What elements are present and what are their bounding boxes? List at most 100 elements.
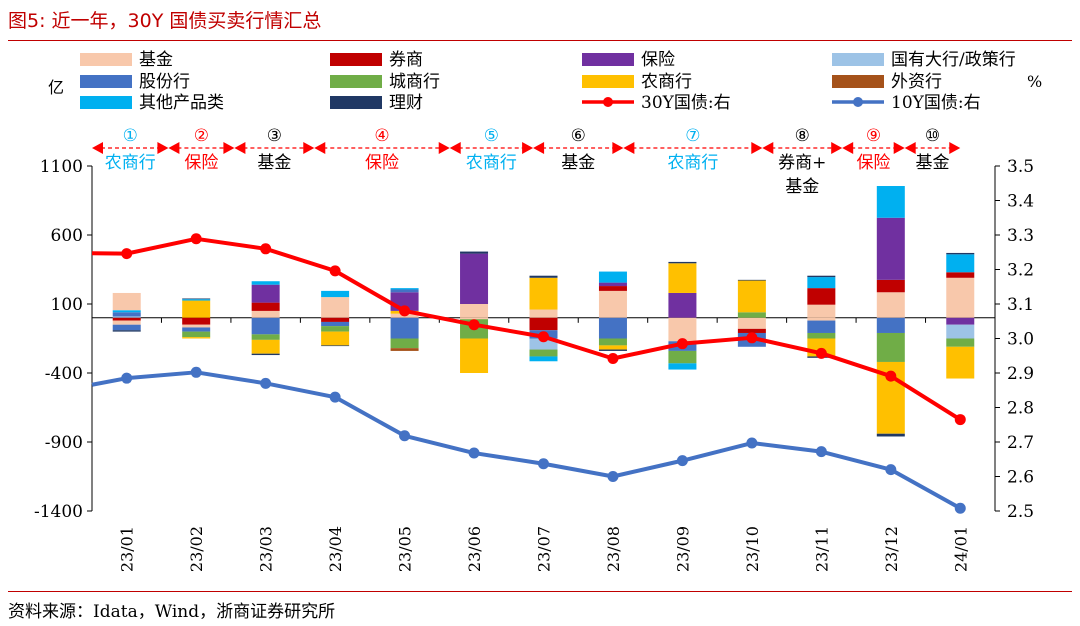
legend-swatch-jijin [80, 53, 132, 66]
period-arrowhead-left-8 [762, 142, 774, 154]
period-number-5: ⑤ [484, 126, 499, 146]
legend-marker-y30 [603, 97, 613, 107]
bar-segment-nongshang [598, 345, 627, 350]
bar-segment-quanshang [529, 317, 558, 331]
period-label-4: 保险 [365, 153, 399, 173]
bar-segment-jijin [876, 292, 905, 318]
legend-swatch-quanshang [330, 53, 382, 66]
bar-segment-gufen [251, 317, 280, 335]
x-tick-label: 23/03 [257, 526, 276, 572]
period-arrowhead-right-4 [438, 142, 450, 154]
left-tick-label: -400 [45, 364, 83, 384]
figure-title: 图5: 近一年，30Y 国债买卖行情汇总 [8, 10, 322, 32]
point-y10 [538, 458, 549, 470]
legend-swatch-licai [330, 96, 382, 109]
point-y30 [468, 319, 480, 331]
bar-segment-nongshang [668, 263, 697, 293]
x-tick-label: 24/01 [951, 526, 970, 572]
point-y30 [329, 265, 341, 277]
bar-segment-chengshang [946, 338, 975, 347]
bar-segment-chengshang [668, 350, 697, 364]
point-y30 [815, 347, 827, 359]
legend-label-guoyou: 国有大行/政策行 [891, 50, 1016, 70]
period-label-10: 基金 [915, 153, 949, 173]
bar-segment-qita [112, 310, 141, 313]
period-arrowhead-right-1 [157, 142, 169, 154]
bar-segment-baoxian [460, 253, 489, 304]
bar-segment-gufen [876, 317, 905, 333]
point-y30 [538, 331, 549, 343]
right-tick-label: 2.5 [1007, 502, 1034, 522]
bar-segment-chengshang [737, 312, 766, 318]
left-tick-label: 100 [51, 295, 83, 315]
legend-label-baoxian: 保险 [641, 50, 675, 70]
period-arrowhead-right-3 [303, 142, 315, 154]
bar-segment-nongshang [251, 339, 280, 354]
bar-segment-chengshang [529, 349, 558, 357]
bar-segment-qita [390, 288, 419, 290]
point-y10 [121, 372, 133, 384]
x-tick-label: 23/08 [604, 526, 623, 572]
bar-segment-gufen [598, 317, 627, 339]
bar-segment-licai [668, 261, 697, 264]
axes: 1100 600 100 -400 -900 -1400 3.5 3.4 3.3 3.2 3.1 3.… [34, 157, 1034, 572]
bar-segment-qita [251, 281, 280, 285]
bar-segment-baoxian [251, 284, 280, 303]
right-tick-label: 2.7 [1007, 433, 1034, 453]
period-number-4: ④ [374, 126, 389, 146]
source-note: 资料来源：Idata，Wind，浙商证券研究所 [8, 602, 336, 622]
bar-segment-licai [321, 345, 350, 347]
point-y30 [121, 248, 133, 260]
bar-segment-chengshang [182, 331, 211, 338]
point-y10 [260, 377, 272, 389]
bar-segment-baoxian [946, 317, 975, 325]
bar-segment-waizi [390, 348, 419, 351]
bar-segment-qita [182, 299, 211, 301]
period-label-6: 基金 [561, 153, 595, 173]
bar-segment-nongshang [460, 338, 489, 373]
period-arrowhead-left-10 [904, 142, 916, 154]
bar-segment-qita [876, 186, 905, 218]
bar-segment-licai [182, 298, 211, 300]
bar-segment-qita [529, 356, 558, 362]
period-arrowhead-left-4 [314, 142, 326, 154]
bar-segment-gufen [390, 289, 419, 293]
bar-segment-quanshang [737, 328, 766, 333]
point-y10 [676, 455, 688, 467]
bar-segment-jijin [807, 304, 836, 318]
right-tick-label: 3.0 [1007, 330, 1034, 350]
period-number-6: ⑥ [571, 126, 586, 146]
x-tick-label: 23/12 [882, 526, 901, 572]
legend-label-quanshang: 券商 [389, 50, 423, 70]
period-arrowhead-right-10 [949, 142, 961, 154]
bar-segment-jijin [460, 317, 489, 320]
legend-label-y30: 30Y国债:右 [641, 93, 731, 113]
line-y30 [91, 236, 962, 422]
bar-segment-licai [598, 349, 627, 351]
source-divider [8, 591, 1072, 592]
bar-segment-quanshang [112, 317, 141, 321]
legend-label-jijin: 基金 [139, 50, 173, 70]
period-label-1: 农商行 [105, 153, 156, 173]
period-arrowhead-right-6 [612, 142, 624, 154]
period-arrowhead-left-3 [234, 142, 246, 154]
bar-segment-jijin [598, 290, 627, 318]
legend-label-chengshang: 城商行 [389, 72, 440, 92]
bar-segment-gufen [807, 320, 836, 333]
bar-segment-quanshang [876, 279, 905, 293]
bar-segment-baoxian [668, 292, 697, 318]
point-y30 [746, 332, 758, 344]
point-y10 [746, 437, 758, 449]
bar-segment-nongshang [946, 346, 975, 379]
period-number-9: ⑨ [866, 126, 881, 146]
period-number-1: ① [123, 126, 138, 146]
period-number-3: ③ [267, 126, 282, 146]
bar-segment-jijin [460, 304, 489, 318]
bar-segment-licai [251, 353, 280, 356]
bar-segment-guoyou [112, 316, 141, 318]
legend-swatch-chengshang [330, 75, 382, 88]
legend-swatch-gufen [80, 75, 132, 88]
bar-segment-qita [946, 254, 975, 273]
